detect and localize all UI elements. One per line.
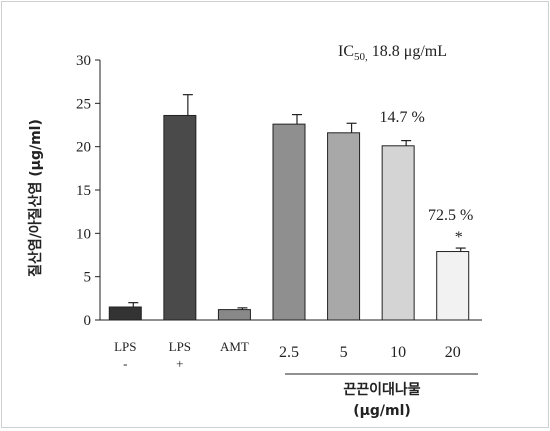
y-axis-label: 질산염/아질산염 (μg/ml) xyxy=(27,119,44,277)
y-tick-label: 10 xyxy=(76,226,91,242)
ic50-prefix: IC xyxy=(338,43,354,60)
x-tick-label: LPS xyxy=(169,339,191,354)
y-tick-label: 20 xyxy=(76,140,91,156)
data-label: 72.5 % xyxy=(428,207,473,224)
significance-mark: * xyxy=(455,229,463,246)
bar xyxy=(217,309,251,321)
y-tick-label: 5 xyxy=(84,270,92,286)
x-tick-label: 20 xyxy=(445,344,461,361)
y-tick-label: 0 xyxy=(84,313,92,329)
bar xyxy=(163,114,197,321)
ic50-value: 18.8 μg/mL xyxy=(372,43,447,60)
x-tick-label: 2.5 xyxy=(279,344,299,361)
x-tick-label-sub: - xyxy=(123,356,127,371)
ic50-label: IC50, 18.8 μg/mL xyxy=(338,43,447,63)
bar xyxy=(436,251,470,321)
y-tick-label: 30 xyxy=(76,53,91,69)
ic50-subscript: 50, xyxy=(354,51,368,63)
y-tick-label: 15 xyxy=(76,183,91,199)
bar xyxy=(381,145,415,321)
x-tick-label: LPS xyxy=(114,339,136,354)
bar xyxy=(327,132,361,321)
bar xyxy=(272,123,306,321)
x-tick-label: 5 xyxy=(340,344,348,361)
x-axis-label: 끈끈이대나물 xyxy=(343,381,420,398)
data-label: 14.7 % xyxy=(379,109,424,126)
x-tick-label-sub: + xyxy=(176,356,183,371)
y-tick-label: 25 xyxy=(76,96,91,112)
x-tick-label: AMT xyxy=(220,339,249,354)
x-axis-unit: (μg/ml) xyxy=(353,403,411,419)
x-tick-label: 10 xyxy=(390,344,406,361)
bar xyxy=(108,306,142,321)
